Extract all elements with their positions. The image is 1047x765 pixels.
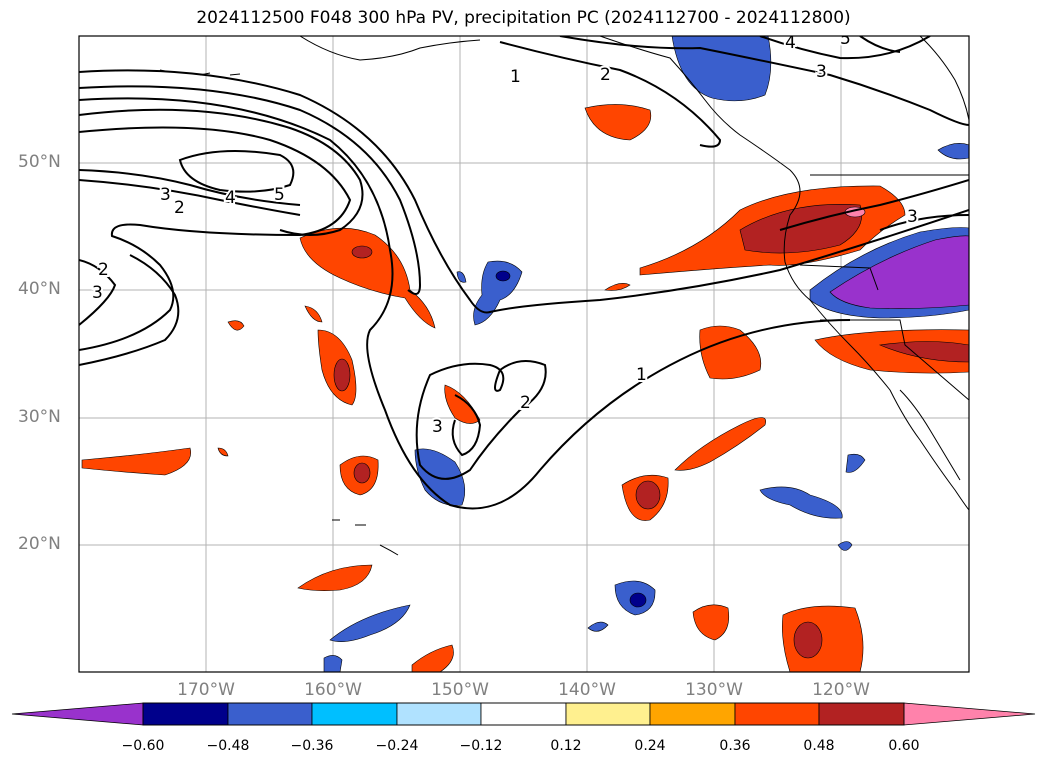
pv-label-3b: 3 bbox=[160, 185, 171, 205]
colorbar-tick: −0.36 bbox=[290, 738, 334, 754]
colorbar-tick: −0.12 bbox=[459, 738, 503, 754]
lon-label-160w: 160°W bbox=[304, 680, 362, 700]
colorbar-tick: 0.24 bbox=[634, 738, 666, 754]
lon-label-140w: 140°W bbox=[558, 680, 616, 700]
figure-title: 2024112500 F048 300 hPa PV, precipitatio… bbox=[196, 8, 851, 28]
lon-label-130w: 130°W bbox=[685, 680, 743, 700]
pv-label-1b: 1 bbox=[636, 365, 647, 385]
lat-label-50n: 50°N bbox=[18, 152, 61, 172]
pv-label-2c: 2 bbox=[98, 260, 109, 280]
pv-label-3a: 3 bbox=[816, 62, 827, 82]
pv-label-2a: 2 bbox=[600, 65, 611, 85]
pv-label-3d: 3 bbox=[432, 417, 443, 437]
lat-label-20n: 20°N bbox=[18, 534, 61, 554]
lon-label-170w: 170°W bbox=[177, 680, 235, 700]
pv-label-2b: 2 bbox=[174, 198, 185, 218]
colorbar-extend-right bbox=[903, 702, 1036, 726]
lat-label-40n: 40°N bbox=[18, 279, 61, 299]
colorbar-tick: 0.36 bbox=[719, 738, 751, 754]
lon-label-150w: 150°W bbox=[431, 680, 489, 700]
pv-label-4b: 4 bbox=[225, 188, 236, 208]
colorbar-tick: −0.24 bbox=[375, 738, 419, 754]
lat-label-30n: 30°N bbox=[18, 407, 61, 427]
pv-label-1a: 1 bbox=[510, 67, 521, 87]
pv-label-5a: 5 bbox=[274, 185, 285, 205]
pv-contour-label-group: 1 2 3 4 3 2 4 5 2 3 1 2 3 3 5 bbox=[90, 29, 920, 439]
colorbar-tick: 0.48 bbox=[803, 738, 835, 754]
lon-label-120w: 120°W bbox=[812, 680, 870, 700]
pv-label-5b: 5 bbox=[840, 29, 851, 49]
pv-label-3e: 3 bbox=[907, 207, 918, 227]
pv-label-2d: 2 bbox=[520, 393, 531, 413]
pv-label-4a: 4 bbox=[785, 33, 796, 53]
pv-contours bbox=[79, 36, 969, 510]
colorbar-tick: 0.12 bbox=[550, 738, 582, 754]
pv-label-3c: 3 bbox=[92, 283, 103, 303]
map-border bbox=[78, 35, 970, 673]
colorbar-tick: −0.48 bbox=[206, 738, 250, 754]
colorbar bbox=[11, 702, 1036, 726]
colorbar-tick: −0.60 bbox=[121, 738, 165, 754]
precip-negative-areas bbox=[323, 36, 969, 672]
colorbar-tick: 0.60 bbox=[888, 738, 920, 754]
colorbar-extend-left bbox=[11, 702, 144, 726]
